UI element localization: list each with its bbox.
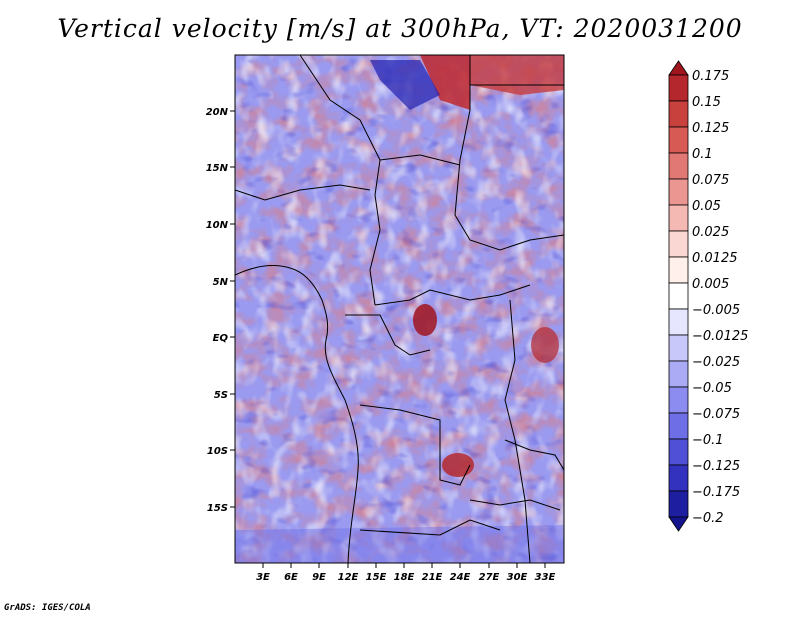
colorbar-label: −0.1 (692, 433, 724, 448)
colorbar-swatch (668, 152, 689, 180)
colorbar-label: 0.005 (692, 277, 729, 292)
red-uplift-region-north (420, 55, 470, 110)
lon-label-21e: 21E (422, 572, 443, 583)
colorbar-label: 0.0125 (692, 251, 738, 266)
uplift-cell-east (531, 327, 559, 363)
colorbar-bottom-arrow (668, 516, 689, 532)
colorbar-swatch (668, 204, 689, 232)
colorbar-swatch (668, 282, 689, 310)
colorbar-label: 0.025 (692, 225, 729, 240)
colorbar-label: −0.005 (692, 303, 740, 318)
colorbar-label: 0.15 (692, 95, 721, 110)
country-borders (235, 55, 564, 563)
colorbar-label: −0.075 (692, 407, 740, 422)
colorbar-swatch (668, 464, 689, 492)
colorbar-label: −0.025 (692, 355, 740, 370)
lat-label-5n: 5N (213, 277, 229, 288)
lat-label-eq: EQ (213, 333, 229, 344)
longitude-axis: 3E 6E 9E 12E 15E 18E 21E 24E 27E 30E 33E (256, 563, 556, 583)
colorbar-swatch (668, 490, 689, 518)
colorbar-label: 0.175 (692, 69, 729, 84)
colorbar-swatch (668, 126, 689, 154)
colorbar-label: −0.05 (692, 381, 732, 396)
lon-label-27e: 27E (479, 572, 500, 583)
colorbar-label: 0.05 (692, 199, 721, 214)
colorbar-swatch (668, 386, 689, 414)
lon-label-3e: 3E (256, 572, 270, 583)
colorbar-label: 0.125 (692, 121, 729, 136)
map-title: Vertical velocity [m/s] at 300hPa, VT: 2… (57, 14, 743, 43)
colorbar: 0.175 0.15 0.125 0.1 0.075 0.05 0.025 0.0125 0.0… (668, 60, 748, 532)
lon-label-18e: 18E (394, 572, 415, 583)
lon-label-15e: 15E (366, 572, 387, 583)
vertical-velocity-field (235, 55, 564, 563)
lat-label-10n: 10N (206, 220, 229, 231)
colorbar-label: −0.175 (692, 485, 740, 500)
colorbar-swatch (668, 74, 689, 102)
map-frame (234, 54, 565, 564)
colorbar-swatch (668, 412, 689, 440)
lat-label-15n: 15N (206, 163, 229, 174)
colorbar-swatch (668, 438, 689, 466)
lat-label-20n: 20N (206, 107, 229, 118)
latitude-axis: 20N 15N 10N 5N EQ 5S 10S 15S (206, 107, 235, 514)
lat-label-5s: 5S (214, 390, 228, 401)
grads-credit: GrADS: IGES/COLA (4, 603, 91, 613)
colorbar-swatch (668, 230, 689, 258)
colorbar-swatch (668, 360, 689, 388)
colorbar-top-arrow (668, 60, 689, 76)
colorbar-swatch (668, 308, 689, 336)
uplift-cell-south (442, 453, 474, 477)
colorbar-label: 0.1 (692, 147, 713, 162)
colorbar-swatch (668, 178, 689, 206)
colorbar-swatch (668, 256, 689, 284)
lon-label-24e: 24E (450, 572, 471, 583)
lon-label-30e: 30E (507, 572, 528, 583)
lon-label-33e: 33E (535, 572, 556, 583)
lon-label-12e: 12E (338, 572, 359, 583)
colorbar-label: −0.2 (692, 511, 724, 526)
lat-label-15s: 15S (207, 503, 228, 514)
colorbar-label: 0.075 (692, 173, 729, 188)
lon-label-6e: 6E (284, 572, 298, 583)
colorbar-swatch (668, 334, 689, 362)
lat-label-10s: 10S (207, 446, 228, 457)
colorbar-swatch (668, 100, 689, 128)
colorbar-label: −0.125 (692, 459, 740, 474)
uplift-cell-congo (413, 304, 437, 336)
lon-label-9e: 9E (312, 572, 326, 583)
blue-subsidence-region-north (370, 60, 440, 110)
colorbar-label: −0.0125 (692, 329, 748, 344)
